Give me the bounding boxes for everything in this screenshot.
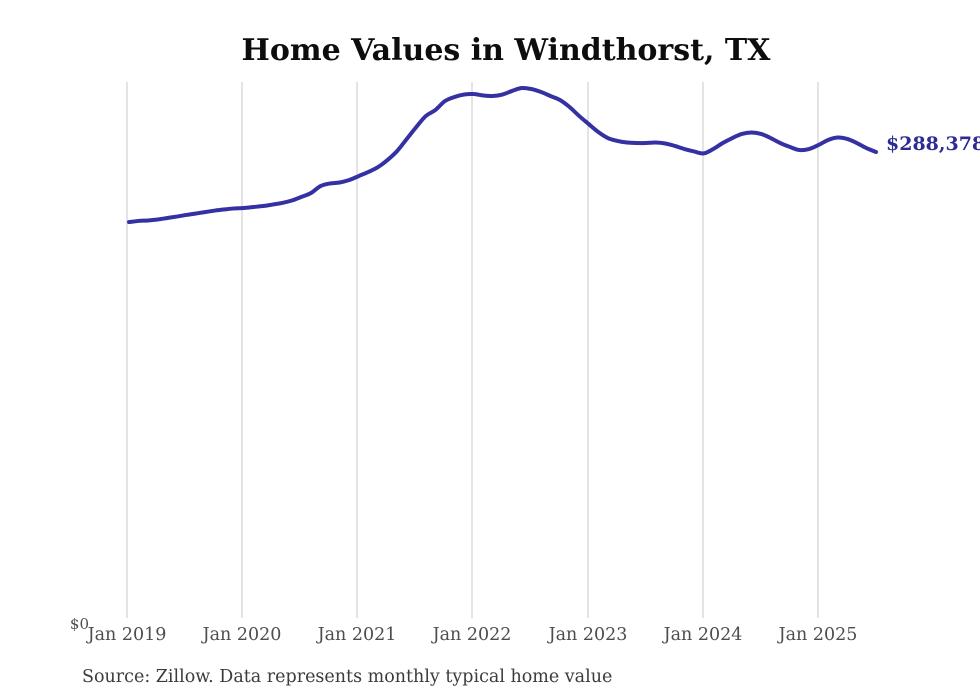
gridlines xyxy=(126,82,819,618)
x-tick-jan-2023: Jan 2023 xyxy=(547,625,628,645)
x-tick-jan-2019: Jan 2019 xyxy=(86,625,167,645)
source-note: Source: Zillow. Data represents monthly … xyxy=(82,667,612,687)
x-tick-jan-2021: Jan 2021 xyxy=(316,625,397,645)
home-value-line xyxy=(127,85,878,225)
x-axis-tick-labels: Jan 2019 Jan 2020 Jan 2021 Jan 2022 Jan … xyxy=(86,625,858,645)
y-axis-zero-label: $0 xyxy=(70,615,89,633)
chart-title: Home Values in Windthorst, TX xyxy=(242,33,772,68)
x-tick-jan-2024: Jan 2024 xyxy=(662,625,743,645)
x-tick-jan-2022: Jan 2022 xyxy=(431,625,512,645)
end-value-label: $288,378 xyxy=(886,133,980,155)
x-tick-jan-2025: Jan 2025 xyxy=(777,625,858,645)
x-tick-jan-2020: Jan 2020 xyxy=(201,625,282,645)
